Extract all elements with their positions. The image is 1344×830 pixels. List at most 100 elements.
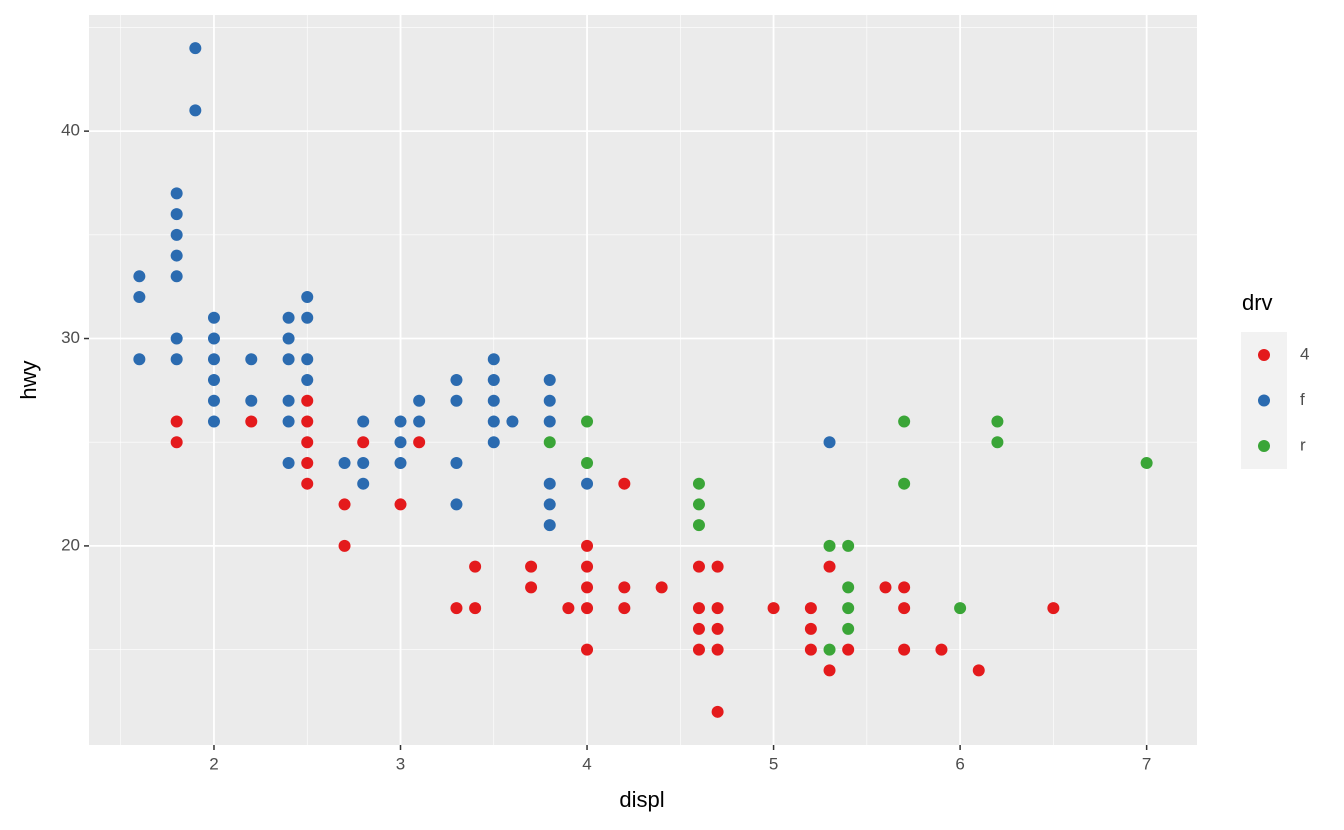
point bbox=[170, 249, 183, 262]
point bbox=[525, 560, 538, 573]
point bbox=[189, 42, 202, 55]
point bbox=[338, 539, 351, 552]
point bbox=[581, 643, 594, 656]
point bbox=[711, 643, 724, 656]
point bbox=[842, 622, 855, 635]
point bbox=[133, 291, 146, 304]
point bbox=[450, 456, 463, 469]
point bbox=[394, 415, 407, 428]
legend-label: r bbox=[1300, 435, 1306, 454]
y-tick-label: 20 bbox=[61, 535, 80, 554]
point bbox=[450, 602, 463, 615]
point bbox=[823, 664, 836, 677]
x-tick-label: 7 bbox=[1142, 754, 1151, 773]
x-tick-label: 3 bbox=[396, 754, 405, 773]
point bbox=[562, 602, 575, 615]
point bbox=[413, 394, 426, 407]
point bbox=[450, 374, 463, 386]
point bbox=[692, 622, 705, 635]
point bbox=[506, 415, 519, 428]
point bbox=[767, 602, 780, 615]
point bbox=[245, 415, 258, 428]
panel bbox=[89, 15, 1197, 745]
point bbox=[207, 332, 220, 345]
y-axis-title: hwy bbox=[16, 360, 41, 399]
point bbox=[935, 643, 948, 656]
point bbox=[450, 498, 463, 511]
point bbox=[842, 602, 855, 615]
y-tick-label: 40 bbox=[61, 121, 80, 140]
point bbox=[711, 560, 724, 573]
point bbox=[487, 415, 500, 428]
point bbox=[711, 622, 724, 635]
point bbox=[1047, 602, 1060, 615]
point bbox=[301, 353, 314, 366]
point bbox=[991, 436, 1004, 449]
point bbox=[581, 415, 594, 428]
point bbox=[338, 456, 351, 469]
point bbox=[711, 705, 724, 718]
point bbox=[207, 415, 220, 428]
point bbox=[301, 374, 314, 386]
point bbox=[170, 332, 183, 345]
point bbox=[692, 477, 705, 490]
x-tick-label: 6 bbox=[955, 754, 964, 773]
point bbox=[207, 374, 220, 386]
point bbox=[543, 477, 556, 490]
point bbox=[189, 104, 202, 117]
x-tick-label: 2 bbox=[209, 754, 218, 773]
point bbox=[133, 270, 146, 283]
point bbox=[543, 436, 556, 449]
point bbox=[413, 436, 426, 449]
legend-title: drv bbox=[1242, 290, 1273, 315]
point bbox=[282, 311, 295, 324]
point bbox=[301, 291, 314, 304]
point bbox=[618, 602, 631, 615]
point bbox=[394, 436, 407, 449]
point bbox=[282, 456, 295, 469]
point bbox=[170, 187, 183, 200]
point bbox=[282, 332, 295, 345]
point bbox=[357, 477, 370, 490]
point bbox=[618, 581, 631, 594]
point bbox=[692, 519, 705, 532]
point bbox=[469, 602, 482, 615]
y-tick-label: 30 bbox=[61, 328, 80, 347]
point bbox=[543, 374, 556, 386]
point bbox=[804, 643, 817, 656]
point bbox=[1140, 456, 1153, 469]
point bbox=[487, 374, 500, 386]
legend-key bbox=[1258, 394, 1270, 407]
point bbox=[581, 477, 594, 490]
point bbox=[170, 208, 183, 221]
point bbox=[692, 498, 705, 511]
x-tick-label: 4 bbox=[582, 754, 591, 773]
point bbox=[301, 436, 314, 449]
point bbox=[543, 519, 556, 532]
point bbox=[469, 560, 482, 573]
point bbox=[711, 602, 724, 615]
point bbox=[618, 477, 631, 490]
point bbox=[954, 602, 967, 615]
point bbox=[394, 498, 407, 511]
point bbox=[879, 581, 892, 594]
point bbox=[543, 394, 556, 407]
legend-key bbox=[1258, 440, 1270, 452]
point bbox=[245, 353, 258, 366]
point bbox=[207, 353, 220, 366]
point bbox=[581, 602, 594, 615]
point bbox=[357, 436, 370, 449]
point bbox=[301, 456, 314, 469]
point bbox=[692, 643, 705, 656]
point bbox=[823, 436, 836, 449]
point bbox=[898, 602, 911, 615]
point bbox=[842, 643, 855, 656]
point bbox=[357, 456, 370, 469]
point bbox=[823, 539, 836, 552]
point bbox=[581, 560, 594, 573]
point bbox=[823, 560, 836, 573]
point bbox=[898, 581, 911, 594]
point bbox=[581, 456, 594, 469]
point bbox=[581, 539, 594, 552]
